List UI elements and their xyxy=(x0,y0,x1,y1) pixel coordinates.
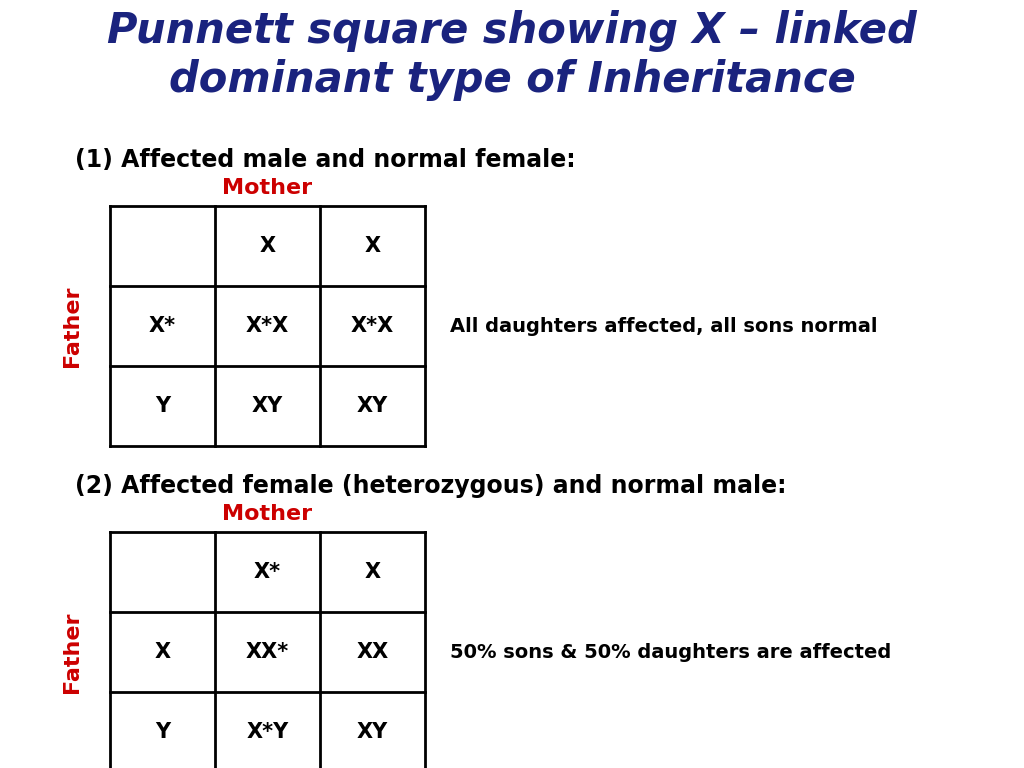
Text: XY: XY xyxy=(357,396,388,416)
Text: (1) Affected male and normal female:: (1) Affected male and normal female: xyxy=(75,148,575,172)
Text: All daughters affected, all sons normal: All daughters affected, all sons normal xyxy=(450,316,878,336)
Text: X: X xyxy=(155,642,171,662)
Text: X*X: X*X xyxy=(351,316,394,336)
Text: Mother: Mother xyxy=(222,178,312,198)
Text: 50% sons & 50% daughters are affected: 50% sons & 50% daughters are affected xyxy=(450,643,891,661)
Text: X*Y: X*Y xyxy=(247,722,289,742)
Text: (2) Affected female (heterozygous) and normal male:: (2) Affected female (heterozygous) and n… xyxy=(75,474,786,498)
Text: X*: X* xyxy=(254,562,281,582)
Text: X: X xyxy=(365,562,381,582)
Text: X*: X* xyxy=(148,316,176,336)
Text: X: X xyxy=(259,236,275,256)
Text: X*X: X*X xyxy=(246,316,289,336)
Text: X: X xyxy=(365,236,381,256)
Text: XX: XX xyxy=(356,642,389,662)
Text: Father: Father xyxy=(62,611,82,693)
Text: Mother: Mother xyxy=(222,504,312,524)
Text: Y: Y xyxy=(155,722,170,742)
Text: Punnett square showing X – linked
dominant type of Inheritance: Punnett square showing X – linked domina… xyxy=(108,10,916,101)
Text: Y: Y xyxy=(155,396,170,416)
Text: XY: XY xyxy=(252,396,283,416)
Text: Father: Father xyxy=(62,285,82,367)
Text: XY: XY xyxy=(357,722,388,742)
Text: XX*: XX* xyxy=(246,642,289,662)
